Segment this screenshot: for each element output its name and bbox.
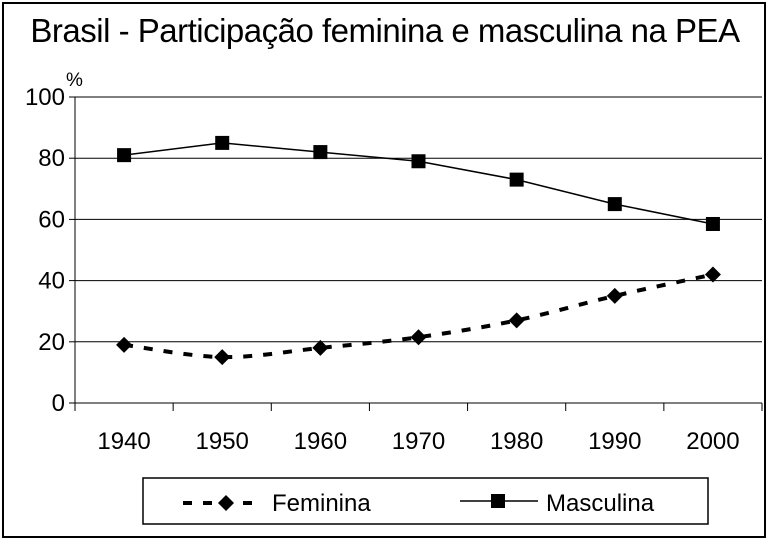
x-tick-labels: 1940 1950 1960 1970 1980 1990 2000 [97,428,739,455]
y-tick-label: 60 [38,206,65,233]
y-tick-label: 100 [25,84,65,111]
x-tick-label: 1990 [588,428,641,455]
legend-label-feminina: Feminina [272,490,371,517]
data-point-masculina [313,145,328,160]
y-axis-unit-label: % [66,70,83,91]
y-tick-labels: 0 20 40 60 80 100 [25,84,65,417]
legend-marker-masculina [491,494,505,508]
data-point-masculina [705,216,720,231]
data-point-masculina [509,172,524,187]
x-tick-label: 2000 [686,428,739,455]
data-point-masculina [117,148,132,163]
series-feminina [116,266,721,366]
y-tick-label: 20 [38,329,65,356]
data-point-feminina [410,329,427,346]
x-tick-label: 1960 [294,428,347,455]
series [116,135,721,366]
x-tick-label: 1980 [490,428,543,455]
legend-label-masculina: Masculina [546,490,655,517]
x-tick-label: 1970 [392,428,445,455]
data-point-feminina [214,349,231,366]
data-point-feminina [508,312,525,329]
data-point-feminina [606,287,623,304]
chart-title: Brasil - Participação feminina e masculi… [30,12,740,49]
axes [69,96,763,411]
x-tick-label: 1950 [196,428,249,455]
gridlines [75,96,762,343]
x-tick-label: 1940 [97,428,150,455]
y-tick-label: 80 [38,145,65,172]
legend: Feminina Masculina [142,477,709,525]
series-masculina [117,135,720,231]
y-tick-label: 0 [52,390,65,417]
legend-marker-feminina [218,495,234,511]
data-point-masculina [411,154,426,169]
y-tick-label: 40 [38,268,65,295]
legend-box [142,477,709,525]
data-point-feminina [116,336,133,353]
data-point-masculina [215,135,230,150]
data-point-masculina [607,197,622,212]
data-point-feminina [312,339,329,356]
data-point-feminina [704,266,721,283]
